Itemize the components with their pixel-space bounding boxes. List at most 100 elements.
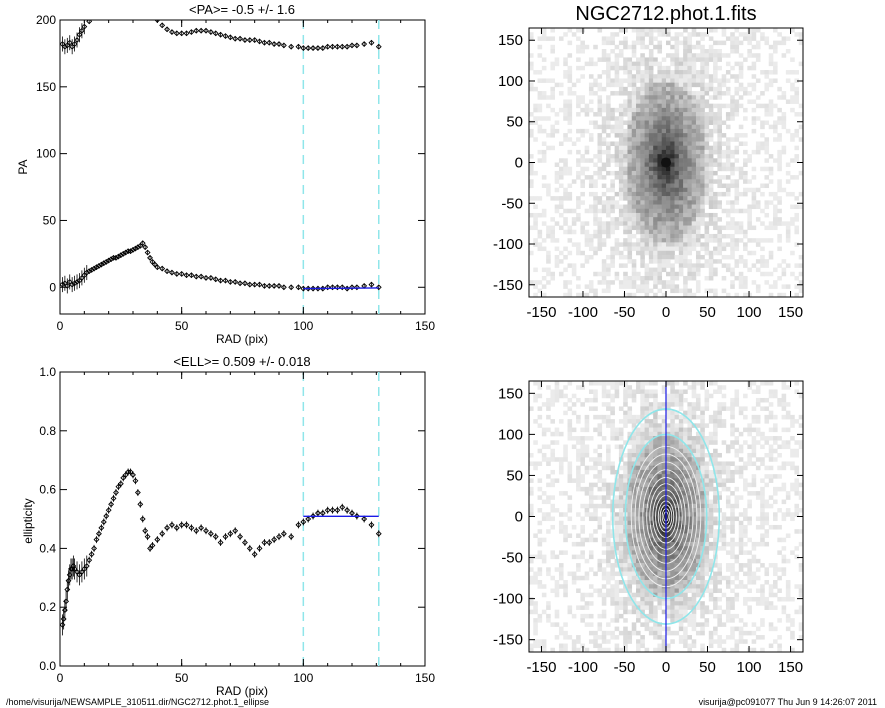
image-pixel (738, 626, 744, 632)
image-pixel (648, 95, 654, 100)
image-pixel (640, 385, 645, 390)
image-pixel (678, 622, 684, 627)
image-pixel (601, 389, 607, 394)
image-pixel (636, 444, 641, 450)
image-pixel (687, 103, 692, 109)
image-pixel (691, 44, 697, 50)
image-pixel (640, 567, 645, 572)
image-pixel (584, 575, 590, 581)
image-pixel (606, 78, 611, 83)
image-pixel (691, 495, 697, 500)
image-pixel (576, 49, 581, 54)
image-pixel (678, 175, 684, 180)
image-pixel (678, 436, 684, 441)
data-point (212, 533, 219, 540)
image-pixel (640, 452, 645, 458)
image-pixel (584, 149, 590, 155)
data-point (232, 527, 239, 534)
image-pixel (610, 154, 615, 159)
image-pixel (678, 580, 684, 585)
image-pixel (640, 107, 645, 113)
image-pixel (743, 550, 748, 555)
image-pixel (636, 74, 641, 79)
image-pixel (558, 575, 564, 581)
image-pixel (627, 508, 633, 513)
image-pixel (631, 529, 637, 534)
image-pixel (695, 107, 701, 113)
image-pixel (631, 626, 637, 632)
image-pixel (601, 70, 607, 75)
image-pixel (700, 99, 705, 104)
image-pixel (563, 280, 568, 285)
image-pixel (734, 183, 740, 189)
image-pixel (597, 137, 603, 142)
image-pixel (588, 554, 594, 560)
image-pixel (670, 162, 675, 167)
image-pixel (648, 212, 654, 218)
image-pixel (700, 112, 705, 117)
image-pixel (670, 385, 675, 390)
image-pixel (687, 124, 692, 130)
image-pixel (743, 133, 748, 138)
image-pixel (704, 82, 710, 88)
image-pixel (640, 145, 645, 151)
image-pixel (785, 179, 791, 184)
image-pixel (794, 225, 800, 231)
image-pixel (580, 554, 585, 560)
image-pixel (743, 533, 748, 538)
image-pixel (631, 246, 637, 252)
image-pixel (700, 486, 705, 492)
image-pixel (648, 103, 654, 109)
image-pixel (580, 550, 585, 555)
image-pixel (730, 601, 735, 606)
image-pixel (764, 158, 770, 163)
image-pixel (601, 175, 607, 180)
image-pixel (618, 537, 624, 543)
image-pixel (730, 613, 735, 619)
image-pixel (717, 605, 722, 610)
image-pixel (588, 457, 594, 462)
image-pixel (674, 217, 680, 222)
image-pixel (640, 95, 645, 100)
image-pixel (636, 516, 641, 522)
image-pixel (601, 385, 607, 390)
image-pixel (674, 259, 680, 264)
image-pixel (529, 280, 534, 285)
image-pixel (661, 166, 667, 172)
image-pixel (593, 427, 598, 433)
image-pixel (661, 242, 667, 247)
image-pixel (674, 618, 680, 623)
image-pixel (661, 503, 667, 509)
image-pixel (687, 107, 692, 113)
image-pixel (725, 609, 731, 615)
image-pixel (584, 427, 590, 433)
y-tick-label: 0.4 (39, 541, 56, 555)
image-pixel (708, 541, 714, 547)
image-pixel (606, 524, 611, 530)
image-pixel (678, 575, 684, 581)
image-pixel (618, 263, 624, 268)
image-pixel (678, 609, 684, 615)
image-pixel (550, 448, 555, 454)
image-pixel (755, 217, 761, 222)
image-pixel (730, 137, 735, 142)
image-pixel (721, 225, 727, 231)
image-pixel (713, 288, 718, 294)
image-pixel (721, 162, 727, 167)
image-pixel (567, 381, 573, 386)
image-pixel (558, 82, 564, 88)
image-pixel (708, 436, 714, 441)
image-pixel (640, 397, 645, 403)
image-pixel (614, 275, 620, 281)
image-pixel (704, 57, 710, 62)
image-pixel (640, 427, 645, 433)
image-pixel (644, 267, 650, 273)
image-pixel (623, 596, 628, 602)
image-pixel (734, 149, 740, 155)
image-pixel (537, 520, 543, 526)
image-pixel (700, 212, 705, 218)
image-pixel (683, 550, 688, 555)
image-pixel (760, 120, 765, 125)
image-pixel (631, 74, 637, 79)
image-pixel (691, 461, 697, 466)
